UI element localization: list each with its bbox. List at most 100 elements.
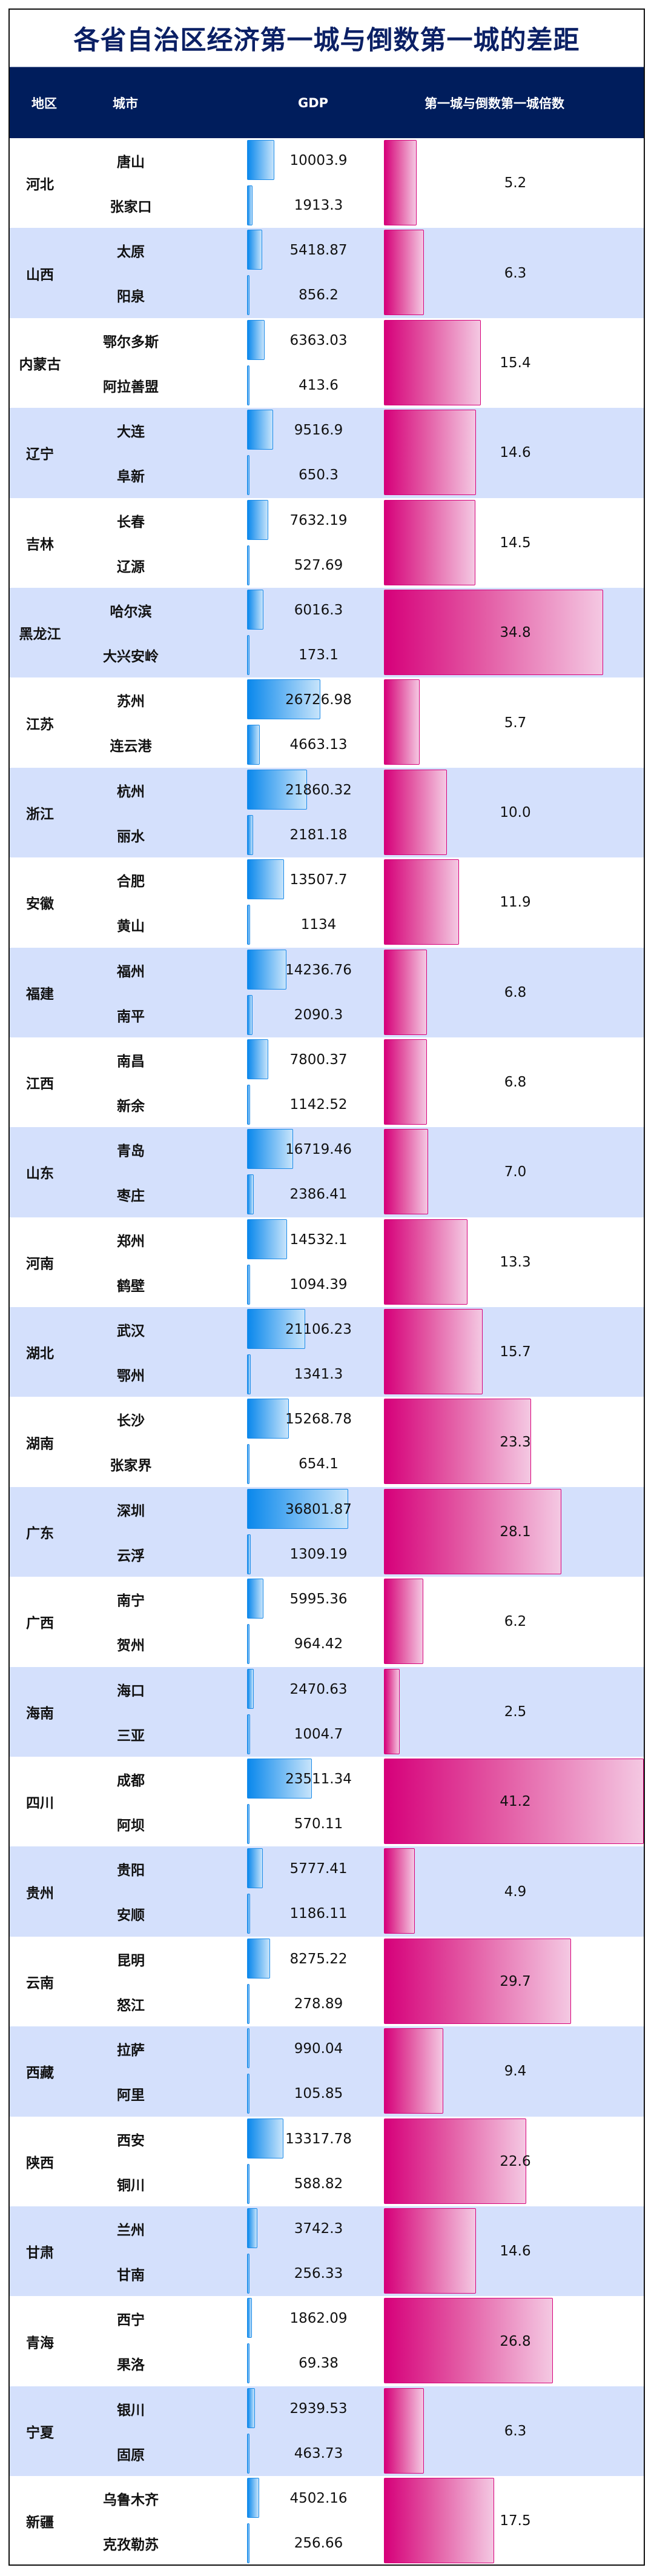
bottom-city-gdp-bar [247,1444,249,1485]
top-city-label: 南昌 [117,1053,145,1070]
table-row: 辽宁 大连 阜新 9516.9 650.3 14.6 [10,408,644,498]
table-row: 青海 西宁 果洛 1862.09 69.38 26.8 [10,2296,644,2386]
bottom-city-gdp-value: 1094.39 [289,1276,348,1293]
bottom-city-label: 怒江 [117,1997,145,2014]
top-city-gdp-bar [247,319,265,360]
bottom-city-gdp-value: 69.38 [299,2355,339,2372]
top-city-gdp-bar [247,1579,264,1619]
top-city-gdp-bar [247,410,274,450]
top-city-gdp-value: 3742.3 [294,2220,343,2237]
bottom-city-gdp-bar [247,634,249,675]
bottom-city-gdp-bar [247,2523,249,2564]
ratio-value: 5.2 [504,175,527,191]
bottom-city-gdp-value: 256.33 [294,2265,343,2281]
top-city-label: 乌鲁木齐 [103,2492,159,2509]
top-city-gdp-value: 10003.9 [289,153,348,168]
ratio-value: 9.4 [504,2063,527,2080]
bottom-city-gdp-bar [247,725,260,765]
province-label: 湖北 [26,1346,54,1362]
header-city: 城市 [113,96,138,111]
top-city-gdp-value: 990.04 [294,2041,343,2057]
bottom-city-gdp-bar [247,994,253,1035]
ratio-bar [384,499,475,585]
table-row: 广西 南宁 贺州 5995.36 964.42 6.2 [10,1577,644,1666]
top-city-label: 西安 [117,2132,145,2149]
bottom-city-gdp-bar [247,1264,250,1305]
bottom-city-gdp-value: 1186.11 [289,1906,348,1922]
ratio-value: 6.3 [504,265,527,281]
province-label: 甘肃 [26,2245,54,2261]
ratio-bar [384,140,417,225]
ratio-bar [384,1129,428,1215]
top-city-gdp-value: 6363.03 [289,332,348,348]
bottom-city-gdp-bar [247,2253,249,2294]
top-city-gdp-value: 1862.09 [289,2311,348,2327]
ratio-value: 7.0 [504,1164,527,1180]
bottom-city-gdp-value: 650.3 [299,467,339,484]
bottom-city-gdp-value: 1309.19 [289,1546,348,1562]
province-label: 宁夏 [26,2425,54,2441]
ratio-bar [384,1668,400,1754]
top-city-gdp-value: 26726.98 [285,692,352,708]
bottom-city-label: 果洛 [117,2357,145,2374]
ratio-bar [384,2118,527,2204]
table-row: 贵州 贵阳 安顺 5777.41 1186.11 4.9 [10,1846,644,1937]
province-label: 山东 [26,1166,54,1182]
table-header: 地区 城市 GDP 第一城与倒数第一城倍数 [10,67,644,138]
ratio-value: 14.6 [500,445,531,461]
top-city-gdp-value: 16719.46 [285,1142,352,1158]
top-city-gdp-value: 23511.34 [285,1771,352,1788]
table-row: 陕西 西安 铜川 13317.78 588.82 22.6 [10,2117,644,2206]
top-city-gdp-bar [247,2208,257,2248]
bottom-city-gdp-bar [247,2074,249,2114]
bottom-city-gdp-bar [247,2433,249,2474]
top-city-gdp-bar [247,2298,253,2338]
province-label: 西藏 [26,2065,54,2082]
chart-title: 各省自治区经济第一城与倒数第一城的差距 [73,25,580,56]
table-row: 河南 郑州 鹤壁 14532.1 1094.39 13.3 [10,1217,644,1307]
table-row: 湖南 长沙 张家界 15268.78 654.1 23.3 [10,1397,644,1486]
bottom-city-gdp-value: 413.6 [299,377,339,393]
top-city-gdp-value: 21860.32 [285,782,352,798]
bottom-city-gdp-bar [247,2163,249,2204]
top-city-gdp-bar [247,859,285,900]
province-label: 河北 [26,177,54,193]
top-city-gdp-value: 9516.9 [294,422,343,439]
province-label: 广东 [26,1526,54,1542]
bottom-city-gdp-value: 570.11 [294,1816,343,1832]
bottom-city-gdp-value: 463.73 [294,2445,343,2461]
top-city-gdp-value: 13317.78 [285,2131,352,2147]
table-body: 河北 唐山 张家口 10003.9 1913.3 5.2 山西 太原 阳泉 5418.87 856.… [10,138,644,2564]
top-city-gdp-value: 36801.87 [285,1501,352,1517]
ratio-bar [384,1488,561,1574]
bottom-city-gdp-value: 1341.3 [294,1366,343,1383]
bottom-city-gdp-value: 1142.52 [289,1096,348,1113]
bottom-city-label: 枣庄 [117,1188,145,1205]
bottom-city-label: 阿坝 [117,1818,145,1834]
ratio-bar [384,1399,531,1485]
bottom-city-label: 阳泉 [117,289,145,305]
table-row: 河北 唐山 张家口 10003.9 1913.3 5.2 [10,138,644,228]
province-label: 四川 [26,1796,54,1812]
top-city-label: 郑州 [117,1233,145,1250]
table-row: 江苏 苏州 连云港 26726.98 4663.13 5.7 [10,677,644,767]
bottom-city-gdp-bar [247,1983,249,2024]
top-city-label: 苏州 [117,694,145,710]
top-city-label: 哈尔滨 [110,604,152,620]
ratio-bar [384,1219,468,1305]
top-city-gdp-value: 2470.63 [289,1681,348,1697]
bottom-city-label: 黄山 [117,919,145,935]
ratio-value: 2.5 [504,1703,527,1720]
bottom-city-label: 贺州 [117,1638,145,1654]
table-row: 宁夏 银川 固原 2939.53 463.73 6.3 [10,2386,644,2477]
ratio-value: 22.6 [500,2153,531,2169]
ratio-value: 13.3 [500,1254,531,1270]
bottom-city-label: 张家口 [110,199,152,215]
table-row: 西藏 拉萨 阿里 990.04 105.85 9.4 [10,2026,644,2117]
top-city-gdp-value: 5995.36 [289,1591,348,1608]
ratio-value: 15.4 [500,354,531,371]
bottom-city-gdp-bar [247,1804,249,1845]
table-row: 安徽 合肥 黄山 13507.7 1134 11.9 [10,857,644,947]
province-label: 吉林 [26,536,54,553]
province-label: 内蒙古 [19,356,61,373]
